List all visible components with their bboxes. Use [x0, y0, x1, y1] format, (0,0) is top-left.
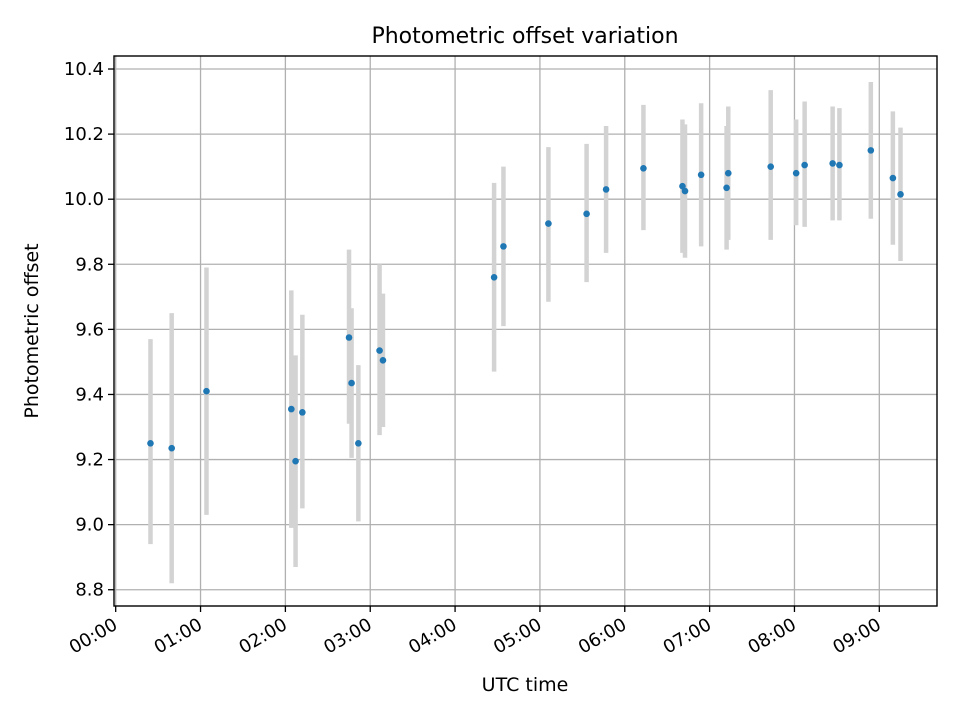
data-point [602, 186, 610, 193]
data-point [288, 405, 295, 413]
data-point [490, 274, 498, 281]
data-point [379, 356, 387, 364]
data-point [697, 171, 705, 179]
data-point [724, 169, 732, 177]
data-point [583, 210, 590, 218]
data-point [679, 182, 686, 190]
y-axis-ticks: 8.8 9.0 9.2 9.4 9.6 9.8 10.0 10.2 10.4 [64, 59, 114, 601]
chart-title: Photometric offset variation [371, 24, 678, 49]
data-point [792, 169, 800, 177]
data-point [681, 187, 689, 195]
data-point [168, 444, 175, 452]
data-point [767, 163, 775, 170]
y-tick-label: 8.8 [75, 580, 104, 601]
data-point [829, 160, 836, 167]
data-point [299, 409, 306, 416]
data-point [348, 379, 355, 387]
data-point [345, 334, 353, 341]
y-tick-label: 9.4 [75, 384, 104, 405]
y-tick-label: 10.0 [64, 189, 104, 210]
y-tick-label: 10.4 [64, 59, 104, 80]
y-tick-label: 9.2 [75, 450, 104, 471]
x-axis-label: UTC time [482, 674, 569, 696]
data-point [640, 164, 647, 172]
data-point [545, 220, 552, 227]
data-point [500, 243, 507, 250]
y-tick-label: 9.8 [75, 254, 104, 275]
data-point [376, 347, 383, 354]
data-point [147, 439, 154, 447]
y-tick-label: 10.2 [64, 124, 104, 145]
data-point [867, 147, 875, 154]
plot-frame [113, 55, 938, 607]
data-point [355, 439, 362, 447]
y-tick-label: 9.6 [75, 319, 104, 340]
grid [114, 56, 937, 606]
data-point [292, 457, 299, 465]
data-point [836, 161, 843, 169]
data-point [889, 174, 897, 182]
y-axis-label: Photometric offset [21, 243, 43, 418]
data-point [203, 387, 210, 395]
data-point [897, 191, 904, 198]
data-points [147, 147, 904, 465]
data-point [723, 184, 730, 192]
y-tick-label: 9.0 [75, 515, 104, 536]
data-point [801, 161, 808, 169]
